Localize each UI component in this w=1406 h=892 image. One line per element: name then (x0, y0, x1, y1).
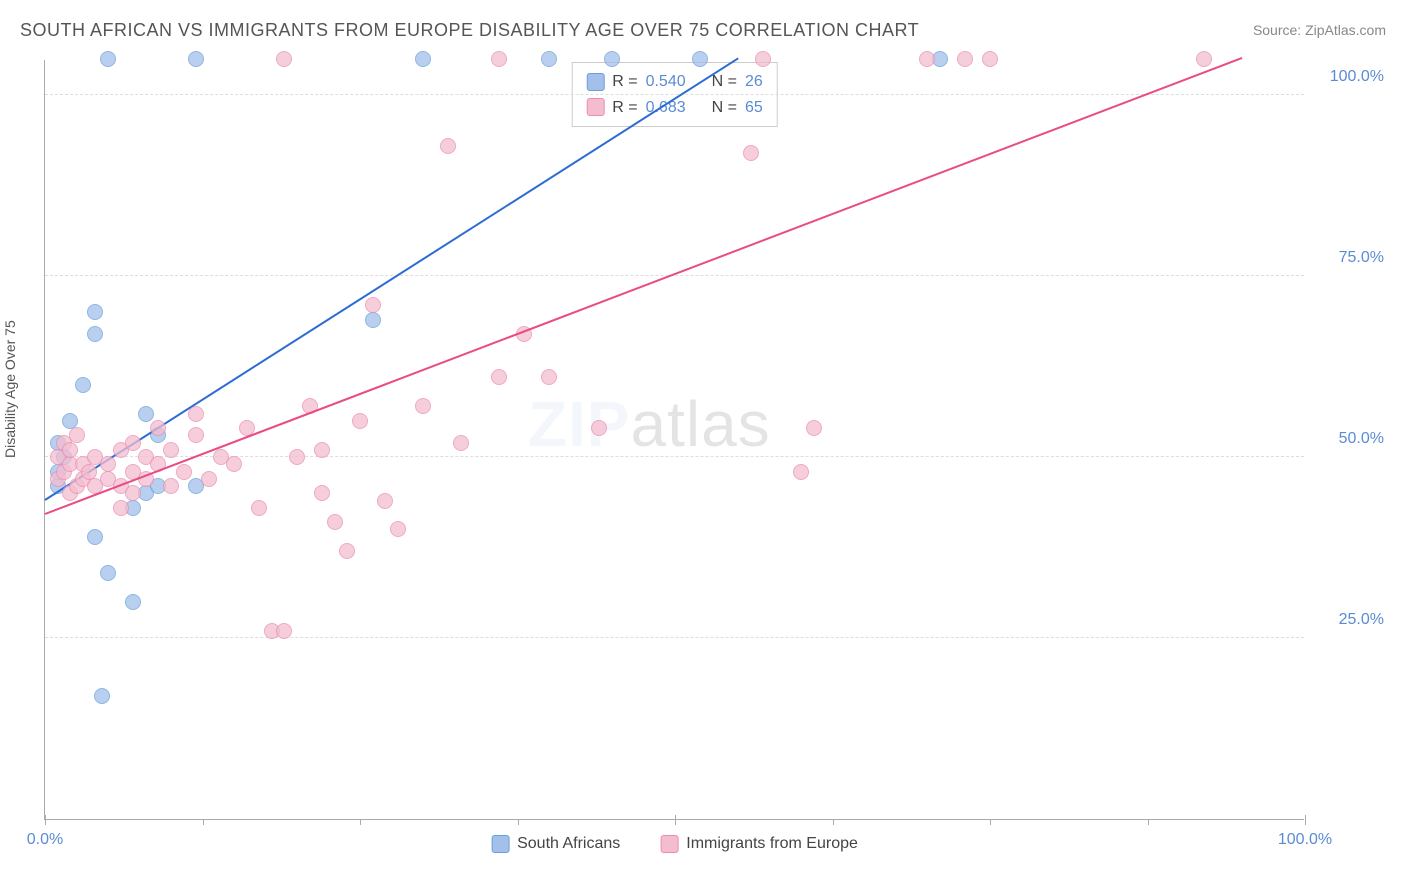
scatter-point (87, 304, 103, 320)
x-tick-minor (833, 819, 834, 825)
scatter-point (125, 435, 141, 451)
scatter-point (87, 326, 103, 342)
scatter-point (365, 312, 381, 328)
source-attribution: Source: ZipAtlas.com (1253, 22, 1386, 38)
scatter-point (100, 51, 116, 67)
scatter-point (150, 420, 166, 436)
scatter-point (188, 427, 204, 443)
scatter-point (365, 297, 381, 313)
scatter-point (188, 51, 204, 67)
y-tick-label: 100.0% (1330, 68, 1384, 86)
scatter-point (226, 456, 242, 472)
scatter-point (919, 51, 935, 67)
plot-area: ZIPatlas R =0.540N =26R =0.683N =65 Sout… (44, 60, 1304, 820)
scatter-point (314, 442, 330, 458)
scatter-point (453, 435, 469, 451)
gridline (45, 637, 1304, 638)
scatter-point (390, 521, 406, 537)
x-tick-label: 100.0% (1278, 831, 1332, 849)
gridline (45, 275, 1304, 276)
x-tick-minor (1148, 819, 1149, 825)
legend-swatch (491, 835, 509, 853)
x-tick (675, 815, 676, 825)
scatter-point (377, 493, 393, 509)
scatter-point (491, 51, 507, 67)
bottom-legend-item: Immigrants from Europe (660, 835, 858, 853)
scatter-point (440, 138, 456, 154)
bottom-legend-item: South Africans (491, 835, 620, 853)
bottom-legend-label: South Africans (517, 835, 620, 853)
stat-n-value: 65 (745, 95, 763, 121)
watermark-bold: ZIP (528, 388, 631, 460)
bottom-legend-label: Immigrants from Europe (686, 835, 858, 853)
scatter-point (806, 420, 822, 436)
x-tick (1305, 815, 1306, 825)
x-tick (45, 815, 46, 825)
scatter-point (276, 51, 292, 67)
y-tick-label: 75.0% (1339, 249, 1384, 267)
y-axis-label: Disability Age Over 75 (2, 320, 18, 458)
scatter-point (541, 51, 557, 67)
scatter-point (201, 471, 217, 487)
chart-title: SOUTH AFRICAN VS IMMIGRANTS FROM EUROPE … (20, 20, 919, 41)
y-tick-label: 50.0% (1339, 430, 1384, 448)
scatter-point (692, 51, 708, 67)
stat-n-value: 26 (745, 69, 763, 95)
watermark-rest: atlas (631, 388, 771, 460)
scatter-point (491, 369, 507, 385)
stat-r-value: 0.683 (646, 95, 686, 121)
x-tick-label: 0.0% (27, 831, 63, 849)
scatter-point (113, 500, 129, 516)
scatter-point (339, 543, 355, 559)
scatter-point (188, 406, 204, 422)
scatter-point (276, 623, 292, 639)
scatter-point (793, 464, 809, 480)
scatter-point (352, 413, 368, 429)
scatter-point (604, 51, 620, 67)
stat-n-label: N = (712, 95, 737, 121)
scatter-point (541, 369, 557, 385)
stat-r-label: R = (612, 95, 637, 121)
scatter-point (743, 145, 759, 161)
x-tick-minor (990, 819, 991, 825)
x-tick-minor (203, 819, 204, 825)
stat-legend-row: R =0.540N =26 (586, 69, 763, 95)
scatter-point (1196, 51, 1212, 67)
scatter-point (314, 485, 330, 501)
x-tick-minor (360, 819, 361, 825)
scatter-point (415, 398, 431, 414)
scatter-point (176, 464, 192, 480)
scatter-point (163, 478, 179, 494)
scatter-point (982, 51, 998, 67)
scatter-point (125, 485, 141, 501)
watermark: ZIPatlas (528, 387, 771, 461)
scatter-point (69, 427, 85, 443)
y-tick-label: 25.0% (1339, 611, 1384, 629)
scatter-point (591, 420, 607, 436)
legend-swatch (586, 73, 604, 91)
stat-r-value: 0.540 (646, 69, 686, 95)
x-tick-minor (518, 819, 519, 825)
gridline (45, 94, 1304, 95)
scatter-point (957, 51, 973, 67)
scatter-point (415, 51, 431, 67)
scatter-point (94, 688, 110, 704)
scatter-point (289, 449, 305, 465)
scatter-point (125, 594, 141, 610)
scatter-point (75, 377, 91, 393)
scatter-point (163, 442, 179, 458)
scatter-point (327, 514, 343, 530)
legend-swatch (660, 835, 678, 853)
stat-r-label: R = (612, 69, 637, 95)
legend-swatch (586, 98, 604, 116)
bottom-legend: South Africans Immigrants from Europe (491, 835, 858, 853)
scatter-point (100, 565, 116, 581)
scatter-point (755, 51, 771, 67)
scatter-point (251, 500, 267, 516)
trend-line (44, 57, 738, 500)
scatter-point (87, 529, 103, 545)
scatter-point (138, 406, 154, 422)
scatter-point (62, 442, 78, 458)
